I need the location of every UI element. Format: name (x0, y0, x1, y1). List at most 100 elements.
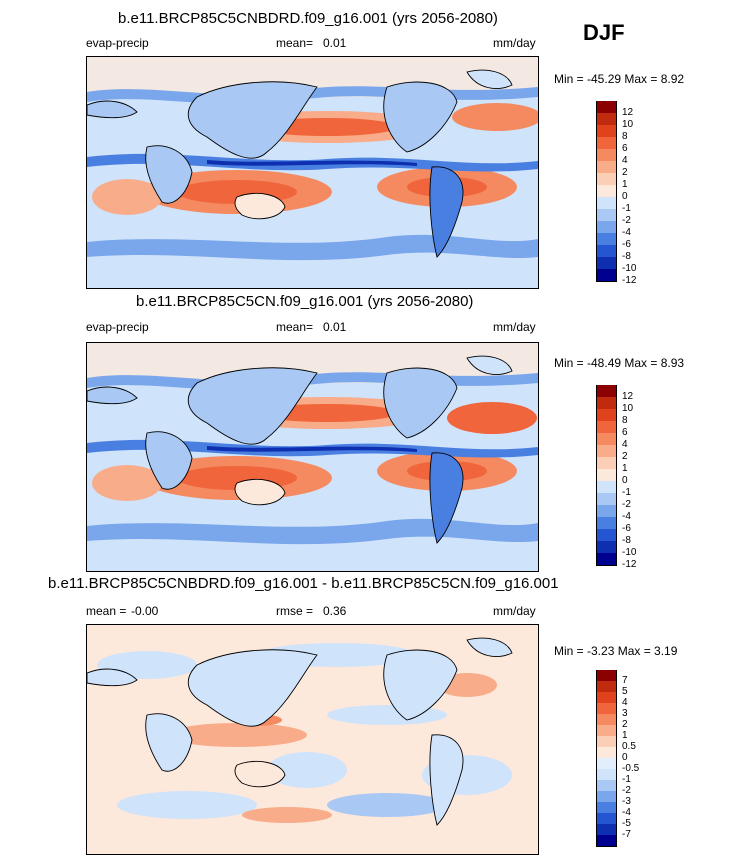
panel1-mean-value: 0.01 (323, 36, 347, 50)
panel2-cbar-swatch (596, 481, 617, 493)
panel2-cbar-label: 6 (622, 427, 628, 438)
panel2-cbar-swatch (596, 385, 617, 397)
panel3-colorbar: 7 5 4 3 2 1 0.5 0 -0.5 -1 -2 -3 -4 -5 -7 (596, 670, 639, 847)
panel3-cbar-swatch (596, 692, 617, 703)
panel3-cbar-label: -2 (622, 785, 631, 796)
panel1-cbar-label: -8 (622, 251, 631, 262)
panel2-cbar-swatch (596, 553, 617, 566)
panel2-cbar-label: -2 (622, 499, 631, 510)
panel2-cbar-swatch (596, 469, 617, 481)
panel1-map (86, 56, 539, 289)
panel1-minmax: Min = -45.29 Max = 8.92 (554, 72, 685, 86)
panel3-cbar-label: 0.5 (622, 741, 636, 752)
panel1-title: b.e11.BRCP85C5CNBDRD.f09_g16.001 (yrs 20… (118, 10, 498, 27)
panel2-cbar-label: 10 (622, 403, 634, 414)
panel2-cbar-swatch (596, 445, 617, 457)
panel1-cbar-swatch (596, 161, 617, 173)
panel3-cbar-swatch (596, 758, 617, 769)
panel2-cbar-swatch (596, 505, 617, 517)
panel1-cbar-swatch (596, 245, 617, 257)
panel2-cbar-label: 0 (622, 475, 628, 486)
panel2-cbar-swatch (596, 433, 617, 445)
panel2-colorbar: 12 10 8 6 4 2 1 0 -1 -2 -4 -6 -8 -10 -12 (596, 385, 636, 570)
panel2-cbar-label: -6 (622, 523, 631, 534)
panel1-mean-label: mean= (276, 36, 314, 50)
panel3-cbar-swatch (596, 802, 617, 813)
panel2-cbar-label: 4 (622, 439, 628, 450)
panel1-cbar-label: -10 (622, 263, 637, 274)
panel1-cbar-label: 4 (622, 155, 628, 166)
panel1-colorbar: 12 10 8 6 4 2 1 0 -1 -2 -4 -6 -8 -10 -12 (596, 101, 636, 286)
panel2-title: b.e11.BRCP85C5CN.f09_g16.001 (yrs 2056-2… (136, 293, 474, 310)
panel2-cbar-label: 8 (622, 415, 628, 426)
panel3-cbar-label: 1 (622, 730, 628, 741)
panel1-cbar-swatch (596, 233, 617, 245)
panel3-cbar-swatch (596, 769, 617, 780)
panel3-cbar-label: -5 (622, 818, 631, 829)
panel2-cbar-swatch (596, 541, 617, 553)
panel1-field (87, 57, 538, 288)
panel2-cbar-swatch (596, 517, 617, 529)
panel3-minmax: Min = -3.23 Max = 3.19 (554, 644, 678, 658)
panel3-cbar-label: 2 (622, 719, 628, 730)
panel3-cbar-swatch (596, 670, 617, 681)
panel2-cbar-label: -8 (622, 535, 631, 546)
panel2-map (86, 342, 539, 572)
panel1-cbar-label: 6 (622, 143, 628, 154)
panel3-mean-label: mean = (86, 604, 127, 618)
panel3-rmse-value: 0.36 (323, 604, 347, 618)
panel2-cbar-swatch (596, 457, 617, 469)
panel2-cbar-swatch (596, 529, 617, 541)
panel3-field (87, 625, 538, 854)
panel1-cbar-swatch (596, 221, 617, 233)
panel3-cbar-label: -4 (622, 807, 631, 818)
panel1-cbar-label: 8 (622, 131, 628, 142)
panel3-title: b.e11.BRCP85C5CNBDRD.f09_g16.001 - b.e11… (48, 575, 559, 592)
panel2-cbar-label: -12 (622, 559, 637, 570)
panel2-mean-value: 0.01 (323, 320, 347, 334)
panel1-cbar-label: -2 (622, 215, 631, 226)
panel1-cbar-swatch (596, 269, 617, 282)
panel3-cbar-label: 3 (622, 708, 628, 719)
panel3-rmse-label: rmse = (276, 604, 314, 618)
panel1-variable: evap-precip (86, 36, 149, 50)
panel2-units: mm/day (493, 320, 536, 334)
panel1-cbar-swatch (596, 209, 617, 221)
panel1-cbar-label: 10 (622, 119, 634, 130)
panel2-field (87, 343, 538, 571)
panel1-cbar-swatch (596, 197, 617, 209)
panel3-cbar-swatch (596, 835, 617, 847)
panel2-cbar-label: 12 (622, 391, 634, 402)
panel2-cbar-label: -1 (622, 487, 631, 498)
panel2-cbar-swatch (596, 493, 617, 505)
panel2-cbar-label: -10 (622, 547, 637, 558)
panel1-cbar-label: 1 (622, 179, 628, 190)
panel1-cbar-label: -4 (622, 227, 631, 238)
panel3-cbar-swatch (596, 791, 617, 802)
panel3-cbar-label: -7 (622, 829, 631, 840)
panel1-units: mm/day (493, 36, 536, 50)
panel3-cbar-swatch (596, 703, 617, 714)
panel1-cbar-label: -6 (622, 239, 631, 250)
panel1-cbar-swatch (596, 149, 617, 161)
panel3-cbar-label: -0.5 (622, 763, 640, 774)
panel3-cbar-swatch (596, 780, 617, 791)
panel3-cbar-swatch (596, 736, 617, 747)
panel1-cbar-label: -12 (622, 275, 637, 286)
panel3-cbar-swatch (596, 747, 617, 758)
panel2-minmax: Min = -48.49 Max = 8.93 (554, 356, 685, 370)
panel2-variable: evap-precip (86, 320, 149, 334)
panel1-cbar-swatch (596, 185, 617, 197)
panel3-mean-value: -0.00 (131, 604, 159, 618)
panel1-cbar-label: 2 (622, 167, 628, 178)
panel3-cbar-swatch (596, 714, 617, 725)
panel1-cbar-label: -1 (622, 203, 631, 214)
panel2-cbar-label: -4 (622, 511, 631, 522)
panel3-cbar-label: 7 (622, 675, 628, 686)
panel3-units: mm/day (493, 604, 536, 618)
panel2-cbar-swatch (596, 421, 617, 433)
panel1-cbar-swatch (596, 173, 617, 185)
panel1-cbar-label: 12 (622, 107, 634, 118)
panel3-cbar-label: -3 (622, 796, 631, 807)
panel1-cbar-swatch (596, 101, 617, 113)
